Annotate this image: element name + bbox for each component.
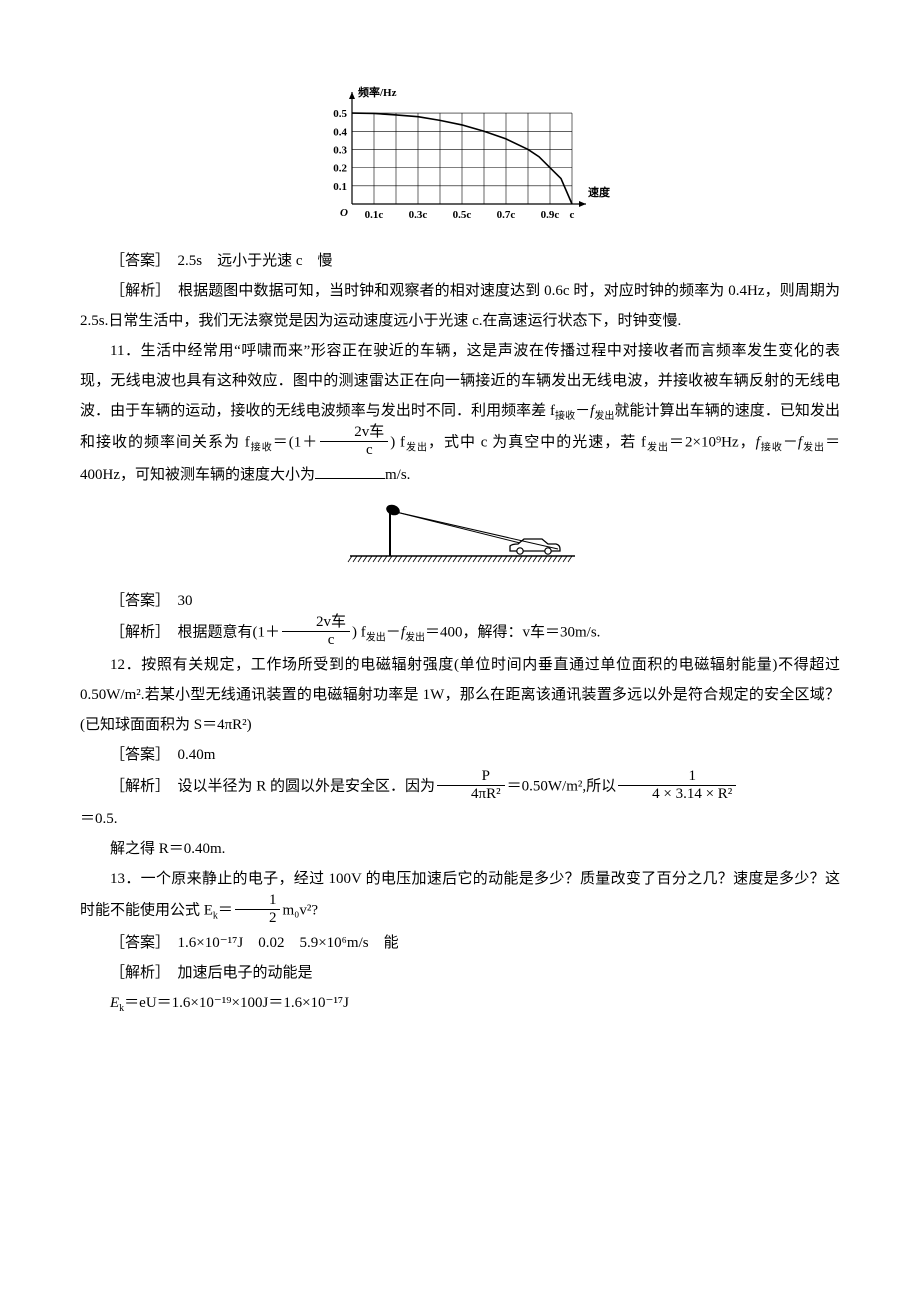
p12-analysis-3: 解之得 R＝0.40m. — [80, 834, 840, 864]
p11-answer: ［答案］ 30 — [80, 586, 840, 616]
answer-text: 0.40m — [178, 747, 216, 763]
ana-post: ＝400，解得：v车＝30m/s. — [425, 624, 600, 640]
analysis-label: ［解析］ — [110, 283, 163, 299]
blank-fill — [315, 463, 385, 479]
ana-mid: ＝0.50W/m²,所以 — [507, 778, 617, 794]
fraction-2v-c: 2v车c — [320, 424, 388, 458]
sub-emit: 发出 — [594, 411, 614, 422]
radar-diagram — [330, 496, 590, 576]
analysis-label: ［解析］ — [110, 624, 163, 640]
sub-emit-6: 发出 — [405, 632, 425, 643]
q-number: 12． — [110, 657, 141, 673]
chart-container: 0.1 0.2 0.3 0.4 0.5 0.1c 0.3c 0.5c 0.7c 0.9c c O 频率/… — [80, 86, 840, 236]
answer-text: 30 — [178, 593, 193, 609]
fraction-2v-c-2: 2v车c — [282, 614, 350, 648]
svg-text:0.5c: 0.5c — [453, 209, 472, 221]
fraction-p-4pir2: P4πR² — [437, 768, 505, 802]
svg-text:c: c — [570, 209, 575, 221]
svg-text:速度/m·s⁻¹: 速度/m·s⁻¹ — [588, 185, 610, 199]
p12-analysis-2: ＝0.5. — [80, 804, 840, 834]
answer-label: ［答案］ — [110, 593, 163, 609]
ana-mid: ) f — [352, 624, 366, 640]
analysis-label: ［解析］ — [110, 778, 163, 794]
svg-text:0.7c: 0.7c — [497, 209, 516, 221]
ana-end2: 解之得 R＝0.40m. — [110, 841, 225, 857]
p11-analysis: ［解析］ 根据题意有(1＋2v车c) f发出－f发出＝400，解得：v车＝30m… — [80, 616, 840, 650]
svg-text:0.3c: 0.3c — [409, 209, 428, 221]
p13-answer: ［答案］ 1.6×10⁻¹⁷J 0.02 5.9×10⁶m/s 能 — [80, 928, 840, 958]
ana-line1: 加速后电子的动能是 — [178, 965, 313, 981]
svg-text:0.5: 0.5 — [333, 108, 347, 120]
minus-2: － — [783, 434, 798, 450]
q-text-3: ，式中 c 为真空中的光速，若 f — [428, 434, 646, 450]
p13-analysis-2: Ek＝eU＝1.6×10⁻¹⁹×100J＝1.6×10⁻¹⁷J — [80, 988, 840, 1018]
p12-answer: ［答案］ 0.40m — [80, 740, 840, 770]
ana-line2: ＝eU＝1.6×10⁻¹⁹×100J＝1.6×10⁻¹⁷J — [124, 995, 349, 1011]
svg-text:0.9c: 0.9c — [541, 209, 560, 221]
answer-text: 2.5s 远小于光速 c 慢 — [178, 253, 333, 269]
minus-3: － — [386, 624, 401, 640]
fraction-1-4pir2: 14 × 3.14 × R² — [618, 768, 736, 802]
sub-recv: 接收 — [555, 411, 575, 422]
sub-recv-2: 接收 — [250, 442, 273, 453]
p13-question: 13．一个原来静止的电子，经过 100V 的电压加速后它的动能是多少？质量改变了… — [80, 864, 840, 928]
eq-after: ) f — [390, 434, 405, 450]
eq: ＝(1＋ — [273, 434, 319, 450]
analysis-label: ［解析］ — [110, 965, 163, 981]
f-emit-val: ＝2×10⁹Hz， — [669, 434, 756, 450]
answer-text: 1.6×10⁻¹⁷J 0.02 5.9×10⁶m/s 能 — [178, 935, 399, 951]
answer-label: ［答案］ — [110, 747, 163, 763]
ana-pre: 设以半径为 R 的圆以外是安全区．因为 — [178, 778, 436, 794]
q-text-2: m₀v²? — [282, 902, 318, 918]
svg-text:O: O — [340, 207, 348, 219]
sub-emit-2: 发出 — [405, 442, 428, 453]
p12-analysis-1: ［解析］ 设以半径为 R 的圆以外是安全区．因为P4πR²＝0.50W/m²,所… — [80, 770, 840, 804]
ana-end1: ＝0.5. — [80, 811, 118, 827]
sub-emit-3: 发出 — [646, 442, 669, 453]
analysis-text: 根据题图中数据可知，当时钟和观察者的相对速度达到 0.6c 时，对应时钟的频率为… — [80, 283, 840, 329]
sub-recv-3: 接收 — [760, 442, 783, 453]
eq: ＝ — [218, 902, 233, 918]
frequency-vs-speed-chart: 0.1 0.2 0.3 0.4 0.5 0.1c 0.3c 0.5c 0.7c 0.9c c O 频率/… — [310, 86, 610, 236]
ana-pre: 根据题意有(1＋ — [178, 624, 281, 640]
sub-emit-5: 发出 — [366, 632, 386, 643]
fraction-half: 12 — [235, 892, 281, 926]
q-text: 按照有关规定，工作场所受到的电磁辐射强度(单位时间内垂直通过单位面积的电磁辐射能… — [80, 657, 840, 733]
svg-text:0.2: 0.2 — [333, 163, 347, 175]
answer-label: ［答案］ — [110, 253, 163, 269]
svg-text:频率/Hz: 频率/Hz — [358, 86, 397, 99]
p10-analysis: ［解析］ 根据题图中数据可知，当时钟和观察者的相对速度达到 0.6c 时，对应时… — [80, 276, 840, 336]
q-text-1: 一个原来静止的电子，经过 100V 的电压加速后它的动能是多少？质量改变了百分之… — [80, 871, 840, 918]
q-number: 11． — [110, 343, 141, 359]
sub-emit-4: 发出 — [802, 442, 825, 453]
unit: m/s. — [385, 467, 410, 483]
p10-answer: ［答案］ 2.5s 远小于光速 c 慢 — [80, 246, 840, 276]
svg-text:0.3: 0.3 — [333, 144, 347, 156]
ek-pre: E — [110, 995, 119, 1011]
svg-text:0.1c: 0.1c — [365, 209, 384, 221]
svg-text:0.4: 0.4 — [333, 126, 347, 138]
radar-diagram-container — [80, 496, 840, 576]
p13-analysis-1: ［解析］ 加速后电子的动能是 — [80, 958, 840, 988]
answer-label: ［答案］ — [110, 935, 163, 951]
p12-question: 12．按照有关规定，工作场所受到的电磁辐射强度(单位时间内垂直通过单位面积的电磁… — [80, 650, 840, 740]
q-number: 13． — [110, 871, 141, 887]
p11-question: 11．生活中经常用“呼啸而来”形容正在驶近的车辆，这是声波在传播过程中对接收者而… — [80, 336, 840, 490]
minus: － — [575, 403, 590, 419]
svg-text:0.1: 0.1 — [333, 181, 347, 193]
